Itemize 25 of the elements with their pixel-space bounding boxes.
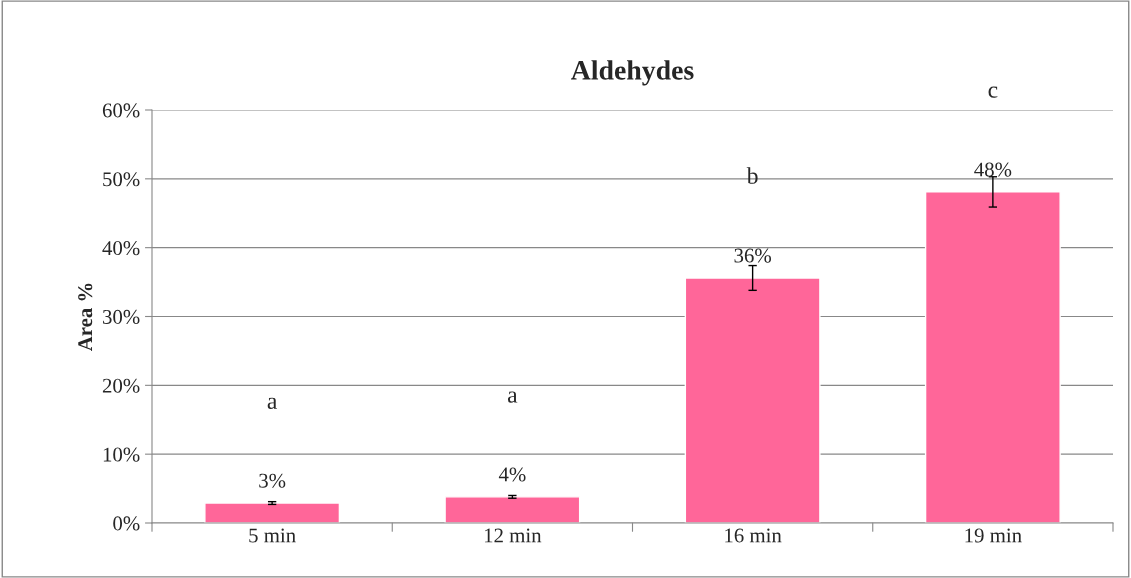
data-label: 36% (734, 248, 772, 263)
y-tick-label: 60% (102, 103, 140, 118)
y-tick-label: 20% (102, 378, 140, 393)
bar (924, 191, 1061, 523)
y-tick-label: 40% (102, 241, 140, 256)
x-tick-label: 12 min (484, 528, 542, 543)
data-label: 48% (974, 162, 1012, 177)
data-label: 4% (498, 467, 526, 482)
x-tick-label: 19 min (965, 528, 1022, 543)
annotation: a (267, 397, 278, 409)
x-tick-label: 16 min (725, 528, 782, 543)
y-tick-label: 10% (103, 447, 140, 462)
annotation: b (746, 167, 758, 184)
x-tick-label: 5 min (249, 528, 296, 543)
y-tick-label: 50% (103, 172, 140, 187)
bar (684, 277, 821, 523)
bar (444, 496, 581, 523)
y-axis-title: Area % (78, 283, 93, 352)
y-tick-label: 0% (113, 516, 140, 531)
text: c (988, 86, 998, 98)
chart-title: Aldehydes (571, 60, 694, 86)
y-tick-label: 30% (103, 309, 140, 324)
bar (204, 502, 341, 523)
data-label: 3% (259, 473, 286, 488)
annotation: a (507, 391, 518, 403)
